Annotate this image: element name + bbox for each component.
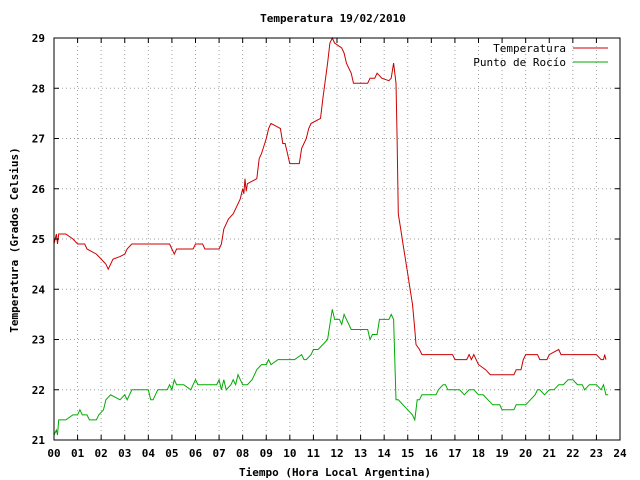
gridlines — [54, 38, 620, 440]
x-axis-label: Tiempo (Hora Local Argentina) — [239, 466, 431, 479]
x-tick-label: 19 — [495, 447, 508, 460]
x-tick-label: 16 — [425, 447, 439, 460]
series-lines — [53, 36, 609, 436]
x-tick-label: 13 — [354, 447, 367, 460]
x-tick-label: 08 — [236, 447, 249, 460]
y-tick-label: 28 — [32, 82, 45, 95]
axis-ticks: 00 01 02 03 04 05 06 07 08 09 10 11 12 13 14 15 16 17 18 19… — [32, 32, 627, 460]
y-tick-label: 29 — [32, 32, 45, 45]
legend-label-punto-de-rocio: Punto de Rocío — [473, 56, 566, 69]
x-tick-label: 20 — [519, 447, 532, 460]
x-tick-label: 07 — [212, 447, 225, 460]
y-axis-label: Temperatura (Grados Celsius) — [8, 147, 21, 332]
x-tick-label: 01 — [71, 447, 85, 460]
y-tick-label: 23 — [32, 334, 45, 347]
x-tick-label: 24 — [613, 447, 627, 460]
y-tick-label: 25 — [32, 233, 45, 246]
x-tick-label: 05 — [165, 447, 178, 460]
x-tick-label: 12 — [330, 447, 343, 460]
x-tick-label: 18 — [472, 447, 485, 460]
x-tick-label: 11 — [307, 447, 321, 460]
series-line-temperatura — [53, 36, 607, 376]
y-tick-label: 27 — [32, 133, 45, 146]
x-tick-label: 22 — [566, 447, 579, 460]
series-line-punto-de-rocio — [53, 309, 609, 436]
y-tick-label: 26 — [32, 183, 46, 196]
y-tick-label: 24 — [32, 283, 46, 296]
x-tick-label: 10 — [283, 447, 296, 460]
x-tick-label: 23 — [590, 447, 603, 460]
x-tick-label: 00 — [47, 447, 60, 460]
x-tick-label: 15 — [401, 447, 414, 460]
x-tick-label: 17 — [448, 447, 461, 460]
x-tick-label: 21 — [543, 447, 557, 460]
x-tick-label: 09 — [260, 447, 273, 460]
y-tick-label: 21 — [32, 434, 46, 447]
x-tick-label: 03 — [118, 447, 131, 460]
x-tick-label: 04 — [142, 447, 156, 460]
x-tick-label: 02 — [95, 447, 108, 460]
y-tick-label: 22 — [32, 384, 45, 397]
chart-title: Temperatura 19/02/2010 — [260, 12, 406, 25]
x-tick-label: 06 — [189, 447, 203, 460]
x-tick-label: 14 — [378, 447, 392, 460]
legend-label-temperatura: Temperatura — [493, 42, 566, 55]
